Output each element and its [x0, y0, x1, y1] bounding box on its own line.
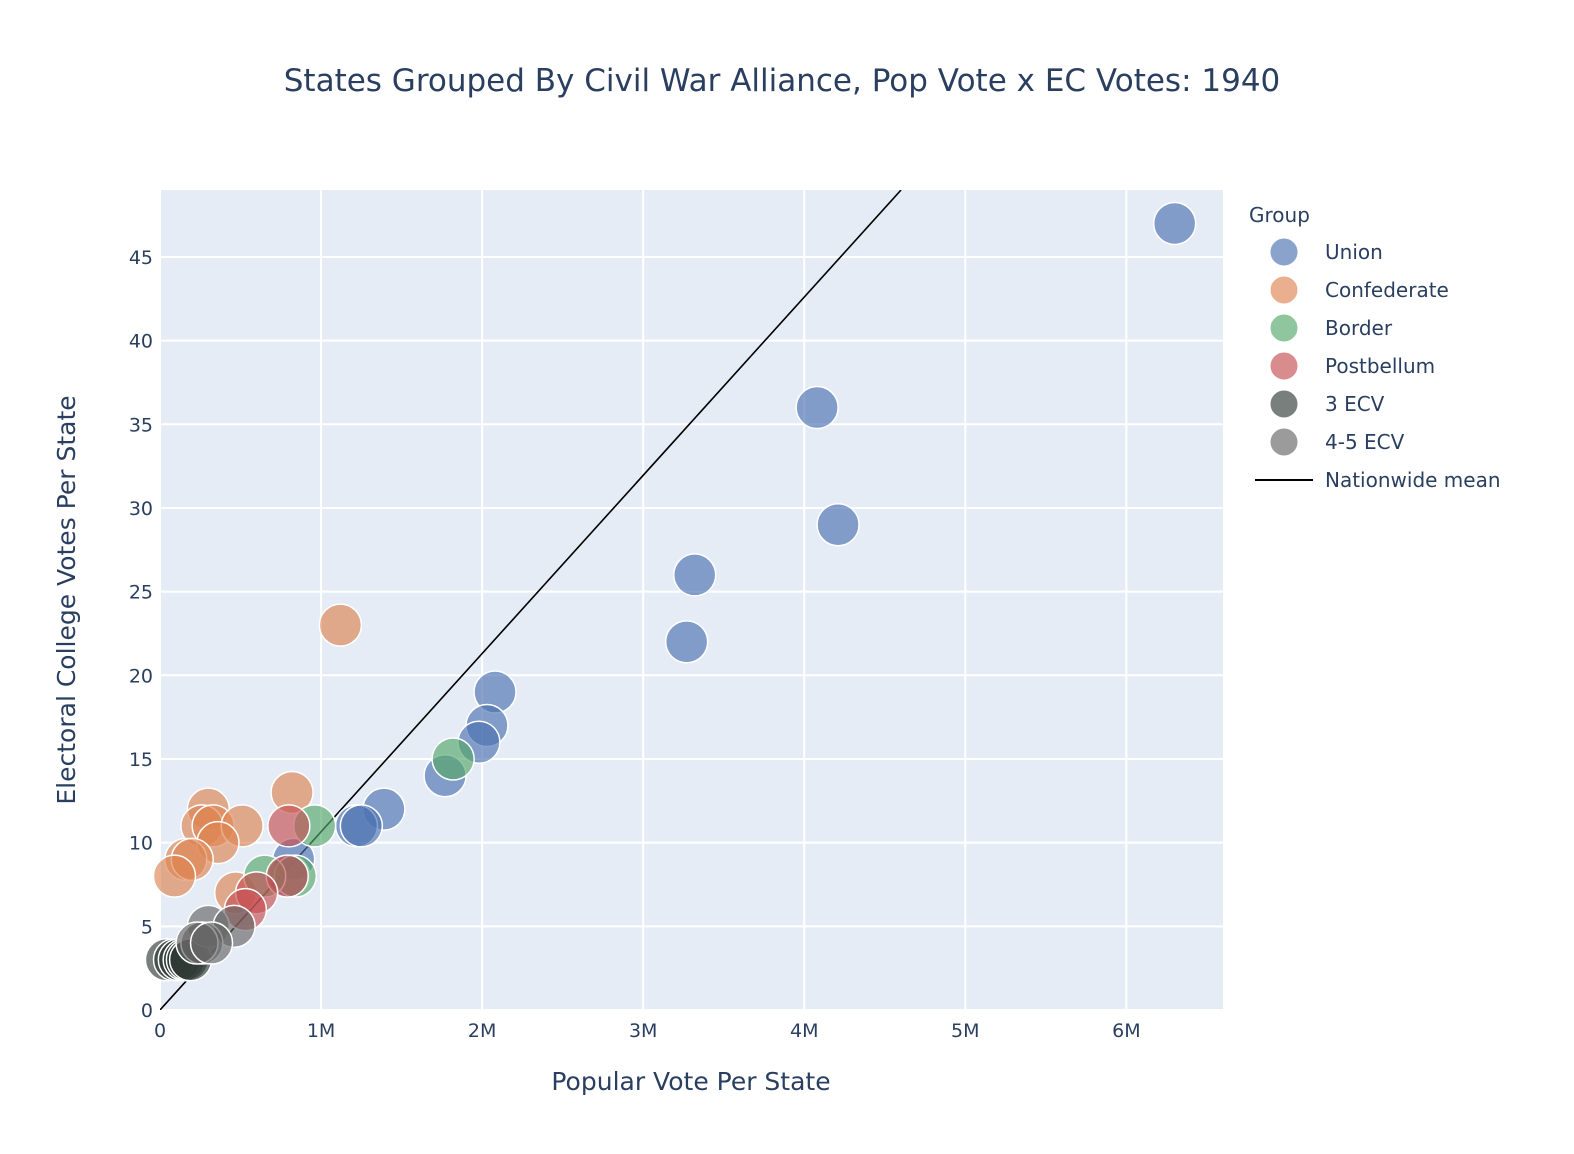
y-tick-label: 20 — [129, 665, 153, 687]
tick-labels: 0 1M 2M 3M 4M 5M 6M 0 5 10 15 20 25 30 35 40 45 — [129, 247, 1141, 1042]
point-union[interactable] — [672, 553, 717, 597]
legend-label-border[interactable]: Border — [1325, 316, 1393, 340]
y-tick-label: 45 — [129, 247, 153, 269]
y-axis-title: Electoral College Votes Per State — [52, 395, 81, 804]
legend-marker-confederate[interactable] — [1269, 275, 1299, 305]
y-tick-label: 10 — [129, 833, 153, 855]
x-tick-label: 6M — [1112, 1020, 1140, 1042]
y-tick-label: 35 — [129, 414, 153, 436]
point-postbellum[interactable] — [267, 804, 311, 848]
point-4-5-ecv[interactable] — [189, 921, 234, 965]
legend-marker-postbellum[interactable] — [1269, 351, 1299, 381]
legend-label-nationwide-mean[interactable]: Nationwide mean — [1325, 468, 1501, 492]
point-union[interactable] — [664, 620, 709, 664]
y-tick-label: 5 — [141, 916, 153, 938]
plot-background — [160, 190, 1223, 1010]
legend-label-postbellum[interactable]: Postbellum — [1325, 354, 1435, 378]
point-union[interactable] — [1152, 201, 1197, 246]
y-tick-label: 30 — [129, 498, 153, 520]
legend-label-confederate[interactable]: Confederate — [1325, 278, 1449, 302]
y-tick-label: 40 — [129, 331, 153, 353]
x-tick-label: 1M — [307, 1020, 335, 1042]
legend-label-3-ecv[interactable]: 3 ECV — [1325, 392, 1385, 416]
point-union[interactable] — [795, 385, 839, 430]
y-tick-label: 15 — [129, 749, 153, 771]
x-tick-label: 2M — [468, 1020, 496, 1042]
legend-title: Group — [1249, 203, 1310, 227]
legend-label-4-5-ecv[interactable]: 4-5 ECV — [1325, 430, 1405, 454]
x-tick-label: 3M — [629, 1020, 657, 1042]
x-tick-label: 4M — [790, 1020, 818, 1042]
points-layer — [144, 201, 1197, 982]
legend-label-union[interactable]: Union — [1325, 240, 1383, 264]
point-union[interactable] — [816, 502, 860, 547]
y-tick-label: 0 — [141, 1000, 153, 1022]
point-border[interactable] — [431, 737, 475, 781]
x-tick-label: 5M — [951, 1020, 979, 1042]
legend-marker-4-5-ecv[interactable] — [1269, 427, 1299, 457]
x-tick-label: 0 — [154, 1020, 166, 1042]
point-confederate[interactable] — [318, 603, 363, 647]
point-union[interactable] — [339, 804, 384, 848]
x-axis-title: Popular Vote Per State — [551, 1067, 830, 1096]
point-confederate[interactable] — [152, 854, 197, 898]
legend-marker-3-ecv[interactable] — [1269, 389, 1299, 419]
legend-marker-union[interactable] — [1269, 237, 1299, 267]
legend: Group Union Confederate Border Postbellum 3 … — [1249, 203, 1501, 492]
chart-title: States Grouped By Civil War Alliance, Po… — [284, 63, 1281, 99]
legend-marker-border[interactable] — [1269, 313, 1299, 343]
y-tick-label: 25 — [129, 582, 153, 604]
